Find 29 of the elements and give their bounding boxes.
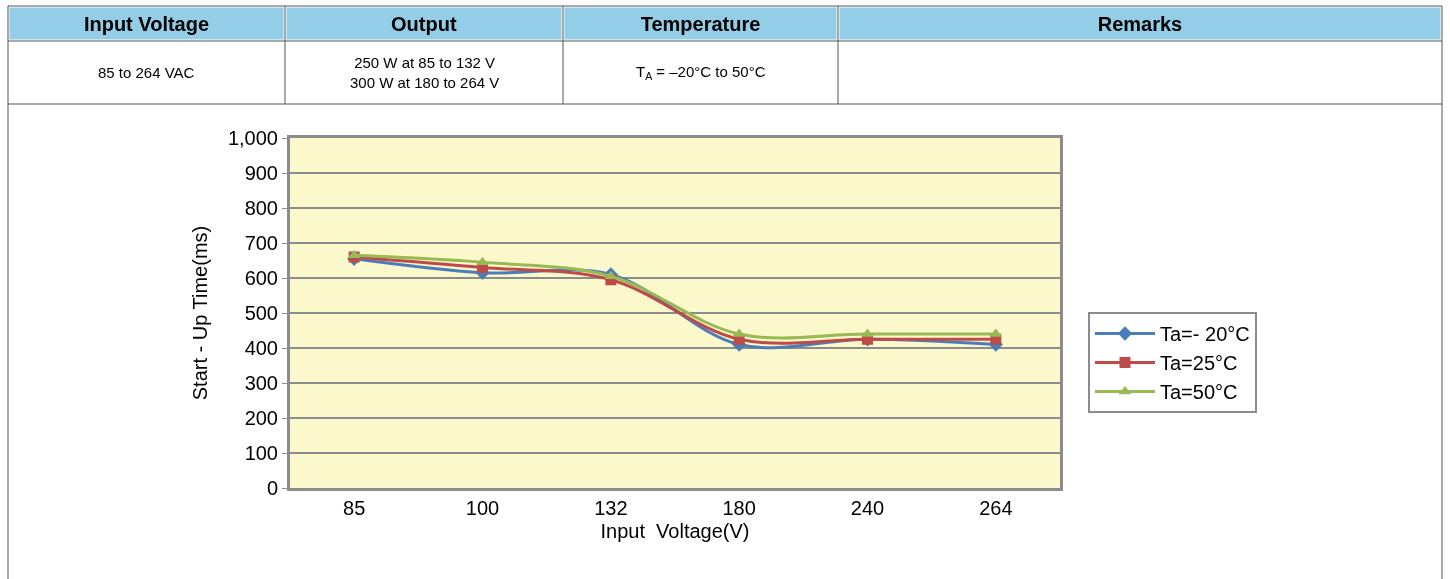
y-tick-label: 900 [244, 162, 278, 184]
y-tick-label: 300 [244, 372, 278, 394]
legend-label: Ta=- 20°C [1160, 323, 1250, 346]
x-tick-label: 100 [465, 497, 500, 519]
x-axis-title: Input Voltage(V) [600, 519, 750, 542]
x-tick-label: 264 [979, 497, 1013, 519]
text: Input Voltage [83, 12, 210, 35]
legend-label: Ta=25°C [1160, 352, 1238, 375]
text: T$_{A}$ = –20°C to 50°C [636, 63, 766, 83]
y-tick-label: 1,000 [227, 127, 278, 149]
text: Output [391, 12, 457, 35]
text: Remarks [1097, 12, 1183, 35]
x-tick-label: 85 [343, 497, 366, 519]
legend-label: Ta=50°C [1160, 381, 1238, 404]
text: 85 to 264 VAC [98, 64, 195, 81]
y-tick-label: 600 [244, 267, 278, 289]
y-tick-label: 400 [244, 337, 278, 359]
y-tick-label: 800 [244, 197, 278, 219]
y-tick-label: 700 [244, 232, 278, 254]
y-tick-label: 100 [244, 442, 278, 464]
x-tick-label: 240 [850, 497, 885, 519]
y-axis-title: Start - Up Time(ms) [189, 225, 212, 401]
x-tick-label: 132 [594, 497, 628, 519]
y-tick-label: 200 [244, 407, 278, 429]
y-tick-label: 0 [266, 477, 278, 499]
x-tick-label: 180 [722, 497, 756, 519]
y-tick-label: 500 [244, 302, 278, 324]
text: 250 W at 85 to 132 V 300 W at 180 to 264 V [350, 54, 500, 91]
text: Temperature [640, 12, 761, 35]
